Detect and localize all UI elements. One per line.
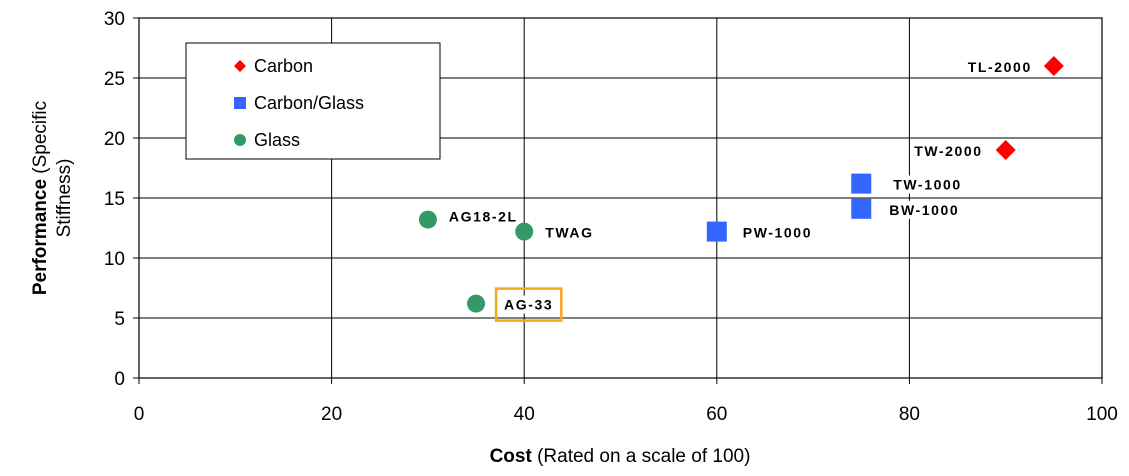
legend-marker-diamond xyxy=(234,60,246,72)
legend-marker-square xyxy=(234,97,246,109)
point-label-background xyxy=(542,223,597,242)
legend-marker-circle xyxy=(234,134,246,146)
point-label-background xyxy=(739,223,816,242)
point-label: BW-1000 xyxy=(889,202,959,218)
y-tick-label: 15 xyxy=(104,189,125,210)
data-point-square xyxy=(851,173,872,194)
data-point-diamond xyxy=(995,140,1016,160)
point-label: PW-1000 xyxy=(743,225,812,241)
point-label-background xyxy=(890,175,965,194)
data-point-circle xyxy=(467,294,486,313)
data-point-square xyxy=(706,221,727,242)
data-point-diamond xyxy=(1043,56,1064,76)
x-axis-title: Cost (Rated on a scale of 100) xyxy=(490,446,751,467)
y-tick-label: 5 xyxy=(114,309,125,330)
point-label: TL-2000 xyxy=(968,59,1032,75)
x-tick-label: 100 xyxy=(1086,404,1118,425)
point-label: AG-33 xyxy=(504,297,553,313)
data-point-square xyxy=(851,198,872,219)
point-label-background xyxy=(886,200,963,219)
point-label: TWAG xyxy=(545,225,593,241)
legend-label: Glass xyxy=(254,130,300,150)
legend-box xyxy=(185,42,441,160)
y-tick-label: 20 xyxy=(104,129,125,150)
point-label: AG18-2L xyxy=(449,209,518,225)
point-label-background xyxy=(445,207,521,226)
y-tick-label: 0 xyxy=(114,369,125,390)
point-labels: TL-2000 TW-2000 TW-1000 BW-1000 PW-1000 AG18-… xyxy=(445,58,1035,322)
point-label-background xyxy=(964,58,1035,76)
y-tick-label: 30 xyxy=(104,9,125,30)
data-point-circle xyxy=(418,210,437,229)
data-markers xyxy=(418,56,1064,313)
y-axis-title-line2: Stiffness) xyxy=(54,159,75,238)
legend-label: Carbon xyxy=(254,56,313,76)
point-label-background xyxy=(911,142,986,160)
point-label: TW-1000 xyxy=(893,177,962,193)
x-tick-label: 60 xyxy=(706,404,727,425)
point-label-background xyxy=(501,295,557,314)
legend-label: Carbon/Glass xyxy=(254,93,364,113)
x-tick-label: 20 xyxy=(321,404,342,425)
x-tick-label: 40 xyxy=(514,404,535,425)
tick-labels: 0 5 10 15 20 25 30 0 20 40 60 80 100 xyxy=(104,9,1118,425)
legend: Carbon Carbon/Glass Glass xyxy=(185,42,441,160)
y-tick-label: 10 xyxy=(104,249,125,270)
y-axis-title-line1: Performance (Specific xyxy=(30,101,51,295)
y-tick-label: 25 xyxy=(104,69,125,90)
highlight-box xyxy=(494,287,563,322)
x-tick-label: 80 xyxy=(899,404,920,425)
x-tick-label: 0 xyxy=(134,404,145,425)
data-point-circle xyxy=(515,222,534,241)
point-label: TW-2000 xyxy=(914,143,983,159)
